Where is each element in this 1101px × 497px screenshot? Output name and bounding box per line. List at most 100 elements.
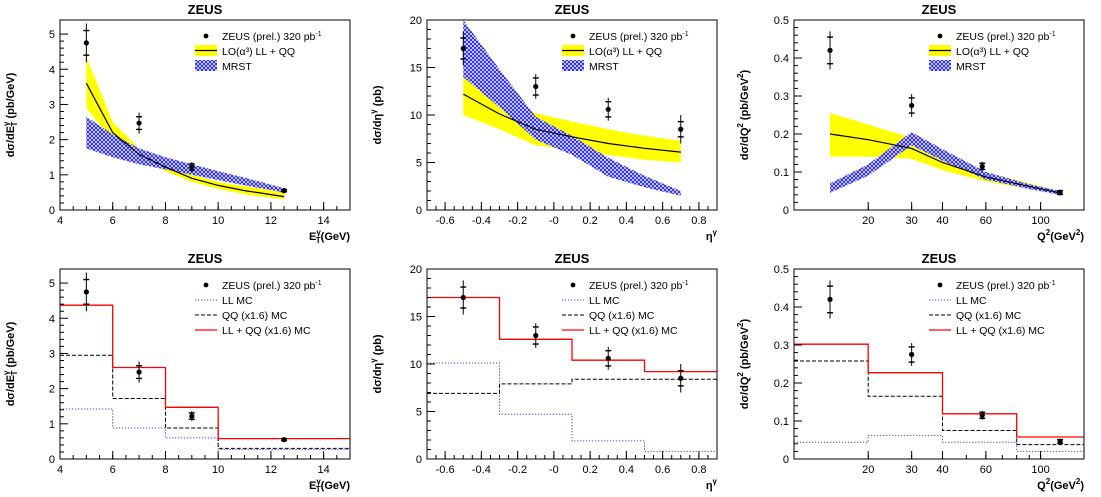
y-tick-label: 4: [49, 64, 55, 76]
hist-qq-mc: [60, 354, 350, 449]
data-point: [979, 410, 986, 420]
plot-frame: [793, 19, 1085, 211]
y-tick-label: 1: [49, 170, 55, 182]
legend-marker-point: [570, 33, 576, 39]
data-marker: [189, 164, 195, 170]
x-tick-label: 8: [162, 464, 168, 476]
data-marker: [533, 83, 539, 90]
y-tick-label: 20: [410, 264, 422, 276]
data-marker: [281, 188, 287, 194]
y-tick-label: 5: [49, 278, 55, 290]
prediction-central-line: [85, 83, 285, 198]
data-marker: [533, 332, 539, 339]
x-tick-label: 12: [265, 215, 277, 227]
y-tick-label: 0.2: [774, 129, 789, 141]
legend-label: LL + QQ (x1.6) MC: [222, 325, 311, 337]
x-tick-label: 60: [980, 464, 992, 476]
prediction-central-line: [463, 93, 681, 153]
y-axis-label: dσ/dEγT (pb/GeV): [2, 321, 19, 406]
y-tick-label: 0: [783, 205, 789, 217]
legend-label: MRST: [589, 61, 619, 73]
prediction-band-yellow: [830, 113, 1061, 195]
x-tick-label: 0.6: [655, 464, 670, 476]
data-marker: [827, 296, 833, 302]
y-tick-label: 5: [49, 29, 55, 41]
x-tick-label: 0.8: [691, 464, 706, 476]
data-marker: [827, 47, 833, 54]
data-marker: [678, 375, 684, 381]
y-axis-label: dσ/dQ2 (pb/GeV2): [736, 69, 751, 160]
data-marker: [460, 294, 466, 301]
x-axis-label: Q2(GeV2): [1037, 477, 1084, 492]
data-point: [188, 162, 195, 172]
legend-swatch-blue: [195, 60, 217, 71]
data-marker: [83, 289, 89, 295]
y-tick-label: 0.3: [774, 91, 789, 103]
chart-title: ZEUS: [555, 251, 590, 266]
legend-label: ZEUS (prel.) 320 pb-1: [956, 31, 1056, 43]
chart-title: ZEUS: [922, 251, 957, 266]
chart-svg: 0 5 10 15 20 -0.6 -0.4 -0.2 -0 0.2 0.4 0.6 0.8 ZEUS dσ…: [369, 251, 718, 492]
prediction-band-yellow: [86, 56, 285, 200]
y-tick-label: 0: [49, 454, 55, 466]
data-point: [827, 31, 834, 70]
legend-label: ZEUS (prel.) 320 pb-1: [956, 280, 1056, 292]
legend-marker-point: [570, 282, 576, 288]
y-tick-label: 1: [49, 419, 55, 431]
legend-label: QQ (x1.6) MC: [956, 310, 1022, 322]
legend-label: LO(α³) LL + QQ: [956, 46, 1029, 58]
x-tick-label: 20: [862, 464, 874, 476]
data-point: [281, 188, 288, 194]
plot-area: [60, 304, 350, 450]
plot-area: [794, 343, 1084, 452]
plot-area: [427, 296, 717, 452]
y-tick-label: 0.5: [774, 264, 789, 276]
x-tick-label: -0: [549, 215, 559, 227]
x-axis-label: ηγ: [706, 477, 718, 492]
y-tick-label: 0: [416, 205, 422, 217]
x-tick-label: -0.6: [436, 464, 455, 476]
legend-marker-point: [203, 282, 209, 288]
legend-marker-point: [937, 33, 943, 39]
x-tick-label: 14: [318, 215, 330, 227]
hist-ll-qq-mc: [794, 343, 1084, 438]
x-tick-label: 14: [318, 464, 330, 476]
legend-label: ZEUS (prel.) 320 pb-1: [589, 31, 689, 43]
y-axis-label: dσ/dηγ (pb): [369, 334, 384, 393]
data-point: [532, 74, 539, 99]
data-marker: [460, 45, 466, 52]
legend: ZEUS (prel.) 320 pb-1 LL MC QQ (x1.6) MC LL…: [562, 280, 689, 337]
y-tick-label: 5: [416, 407, 422, 419]
hist-qq-mc: [427, 378, 717, 394]
data-point: [908, 94, 915, 117]
data-marker: [605, 355, 611, 361]
y-axis-label: dσ/dQ2 (pb/GeV2): [736, 318, 751, 409]
data-point: [83, 23, 90, 63]
x-tick-label: -0.4: [472, 464, 491, 476]
data-marker: [136, 369, 142, 375]
x-tick-label: 6: [110, 464, 116, 476]
mrst-band-blue: [830, 132, 1061, 195]
hist-qq-mc: [794, 360, 1084, 446]
plot-frame: [793, 268, 1085, 460]
x-tick-label: 0.4: [619, 464, 634, 476]
y-tick-label: 0.4: [774, 302, 789, 314]
data-point: [677, 364, 684, 393]
data-marker: [83, 40, 89, 46]
chart-svg: 0 0.1 0.2 0.3 0.4 0.5 20 30 40 60 100 ZEUS dσ/dQ2 (p…: [736, 2, 1085, 243]
x-tick-label: 40: [936, 464, 948, 476]
data-marker: [1057, 189, 1063, 196]
legend-swatch-blue: [929, 60, 951, 71]
x-tick-label: 6: [110, 215, 116, 227]
y-tick-label: 0: [416, 454, 422, 466]
y-tick-label: 2: [49, 135, 55, 147]
x-tick-label: 0.2: [582, 215, 597, 227]
legend: ZEUS (prel.) 320 pb-1 LO(α³) LL + QQ MRST: [195, 31, 322, 73]
legend: ZEUS (prel.) 320 pb-1 LL MC QQ (x1.6) MC LL…: [195, 280, 322, 337]
data-point: [136, 112, 143, 134]
x-tick-label: 20: [862, 215, 874, 227]
chart-title: ZEUS: [922, 2, 957, 17]
